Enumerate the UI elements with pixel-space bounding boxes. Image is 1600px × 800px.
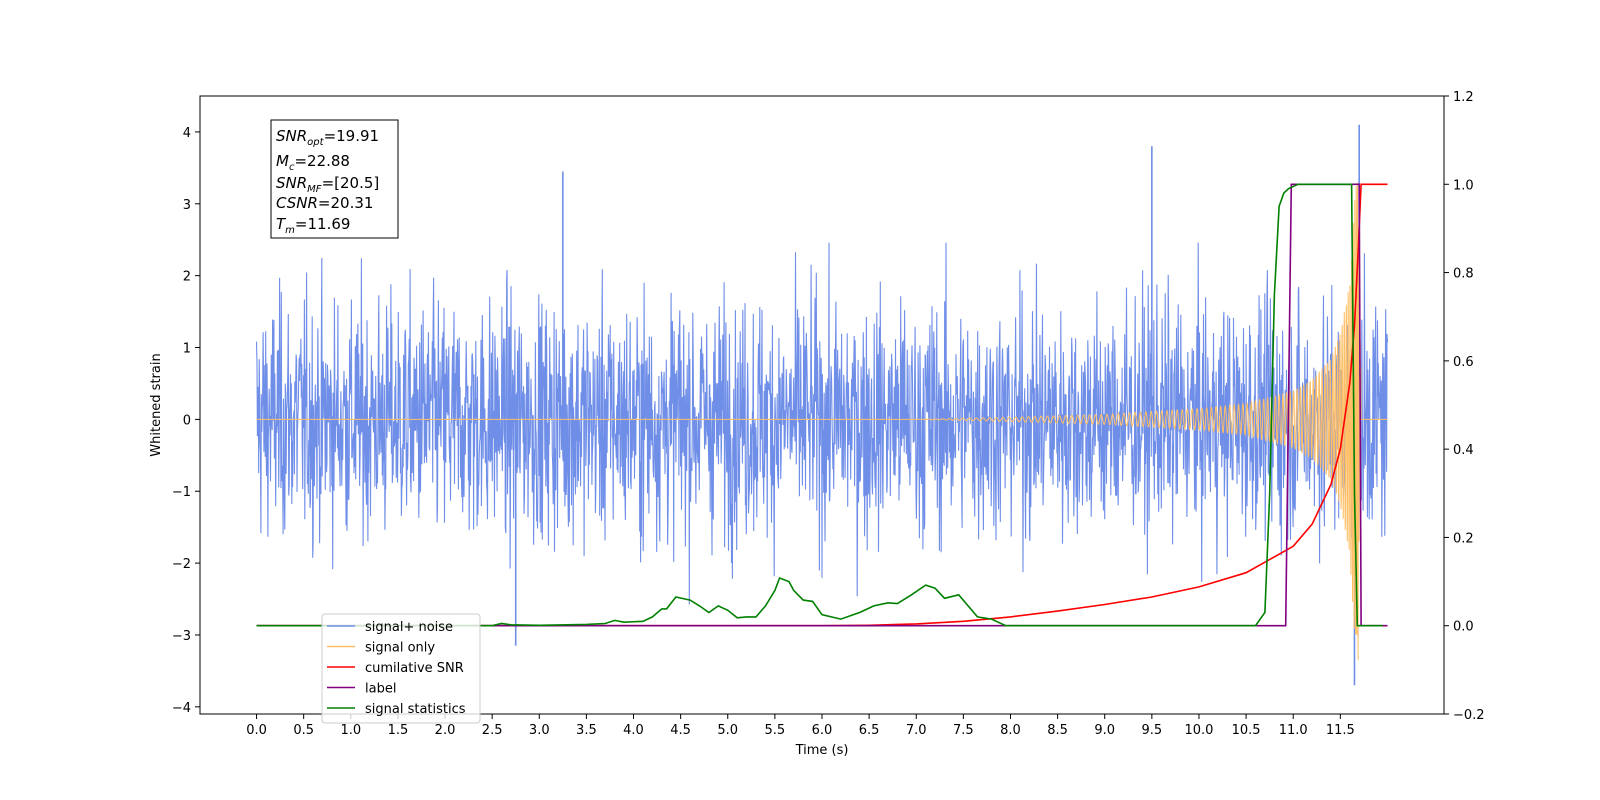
- x-tick-label: 4.5: [670, 723, 691, 738]
- x-tick-label: 9.0: [1094, 723, 1115, 738]
- y-tick-label: −1: [172, 485, 191, 500]
- x-tick-label: 0.5: [293, 723, 314, 738]
- mc-annotation: Mc=22.88: [276, 152, 350, 173]
- legend-label: label: [365, 682, 396, 697]
- y-tick-label: 2: [183, 270, 191, 285]
- x-axis-ticks: 0.0 0.5 1.0 1.5 2.0 2.5 3.0 3.5 4.0 4.5 5.0 5.5 6.0 6…: [246, 714, 1355, 738]
- x-tick-label: 7.0: [906, 723, 927, 738]
- legend-label: signal+ noise: [365, 620, 453, 635]
- legend: signal+ noise signal only cumilative SNR la…: [321, 613, 481, 724]
- y-tick-label: 4: [183, 126, 191, 141]
- x-tick-label: 1.5: [388, 723, 409, 738]
- y-tick-label: −3: [172, 629, 191, 644]
- series-signal-statistics-line: [256, 183, 1383, 627]
- y-tick-label: 1: [183, 342, 191, 357]
- y2-axis-ticks: 1.2 1.0 0.8 0.6 0.4 0.2 0.0 −0.2: [1444, 90, 1485, 723]
- x-tick-label: 5.5: [765, 723, 786, 738]
- series-signal-noise-line: [255, 242, 1389, 605]
- y-axis-ticks: 4 3 2 1 0 −1 −2 −3 −4: [172, 126, 200, 716]
- csnr-annotation: CSNR=20.31: [276, 194, 373, 212]
- y-tick-label: −2: [172, 557, 191, 572]
- x-tick-label: 10.5: [1232, 723, 1261, 738]
- x-tick-label: 8.5: [1047, 723, 1068, 738]
- y2-tick-label: 1.0: [1453, 178, 1474, 193]
- x-tick-label: 6.5: [859, 723, 880, 738]
- legend-label: cumilative SNR: [365, 661, 464, 676]
- x-tick-label: 4.0: [623, 723, 644, 738]
- series-layer: [255, 124, 1389, 686]
- y-tick-label: −4: [172, 701, 191, 716]
- legend-label: signal statistics: [365, 702, 466, 717]
- snr-opt-annotation: SNRopt=19.91: [276, 127, 379, 148]
- x-tick-label: 8.0: [1000, 723, 1021, 738]
- y2-tick-label: 0.6: [1453, 355, 1474, 370]
- tm-annotation: Tm=11.69: [276, 215, 350, 236]
- x-tick-label: 2.5: [482, 723, 503, 738]
- y2-tick-label: 1.2: [1453, 90, 1474, 105]
- y-tick-label: 3: [183, 198, 191, 213]
- x-tick-label: 1.0: [340, 723, 361, 738]
- y2-tick-label: 0.4: [1453, 443, 1474, 458]
- x-tick-label: 6.0: [812, 723, 833, 738]
- x-tick-label: 5.0: [717, 723, 738, 738]
- series-signal-only-line: [256, 182, 1388, 661]
- x-tick-label: 0.0: [246, 723, 267, 738]
- y2-tick-label: 0.8: [1453, 267, 1474, 282]
- x-tick-label: 9.5: [1142, 723, 1163, 738]
- stats-annotation-box: SNRopt=19.91 Mc=22.88 SNRMF=[20.5] CSNR=…: [270, 119, 399, 239]
- x-tick-label: 10.0: [1184, 723, 1213, 738]
- y2-tick-label: −0.2: [1453, 708, 1485, 723]
- y2-tick-label: 0.0: [1453, 620, 1474, 635]
- snr-mf-annotation: SNRMF=[20.5]: [276, 174, 379, 195]
- legend-label: signal only: [365, 641, 435, 656]
- x-tick-label: 11.5: [1326, 723, 1355, 738]
- x-tick-label: 11.0: [1279, 723, 1308, 738]
- y-tick-label: 0: [183, 413, 191, 428]
- x-tick-label: 3.0: [529, 723, 550, 738]
- y2-tick-label: 0.2: [1453, 531, 1474, 546]
- x-tick-label: 3.5: [576, 723, 597, 738]
- x-tick-label: 7.5: [953, 723, 974, 738]
- y-axis-label: Whitened strain: [149, 353, 164, 456]
- x-axis-label: Time (s): [795, 743, 849, 758]
- legend-box: [321, 613, 481, 724]
- x-tick-label: 2.0: [435, 723, 456, 738]
